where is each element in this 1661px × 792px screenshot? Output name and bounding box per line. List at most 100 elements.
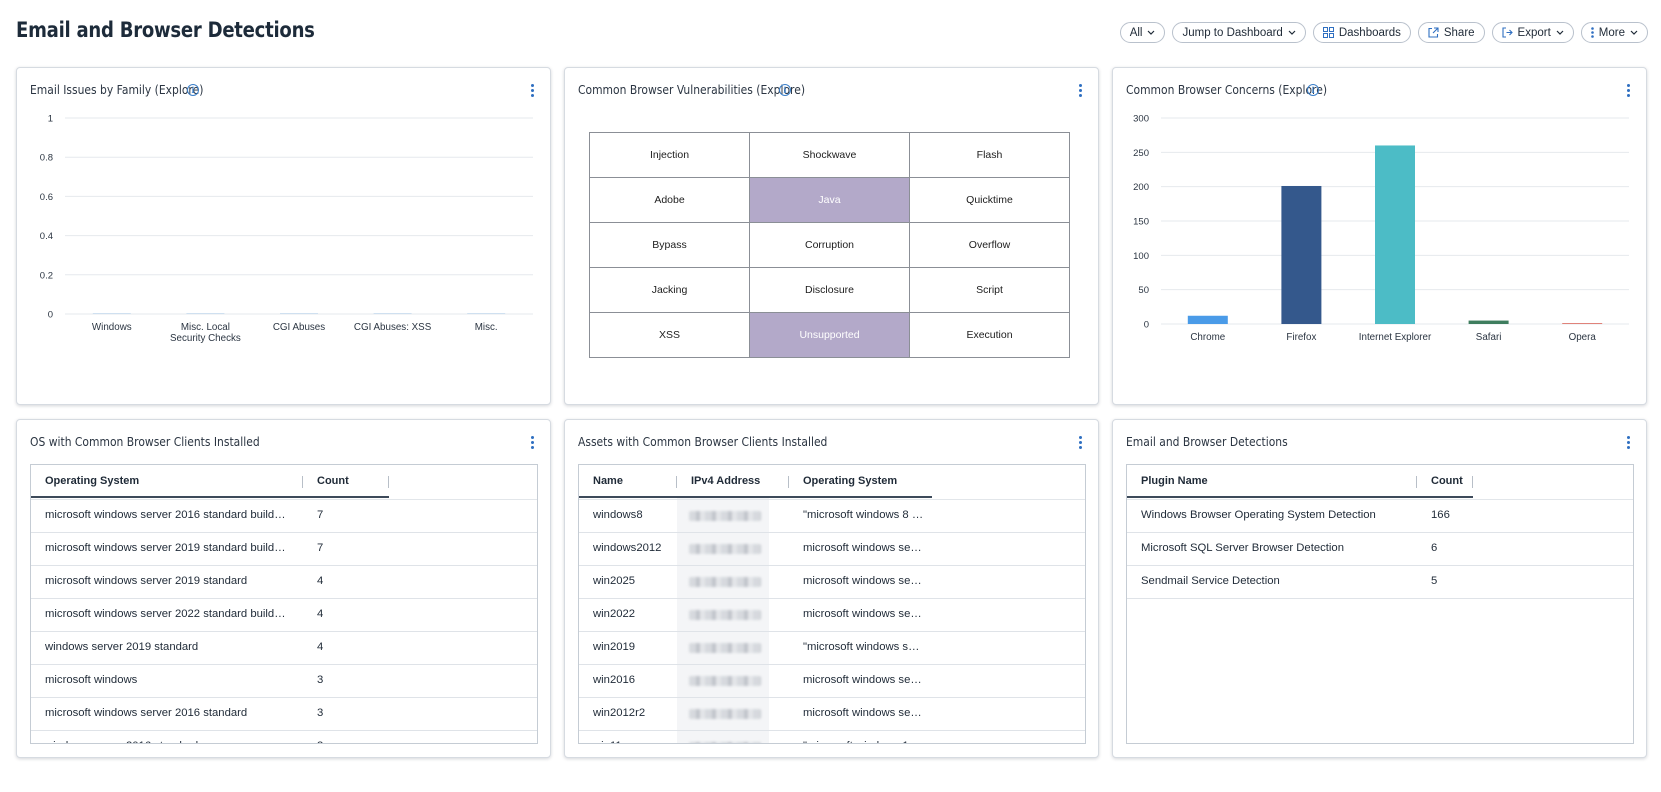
grid-cell-bypass[interactable]: Bypass: [589, 222, 750, 268]
grid-cell-script[interactable]: Script: [909, 267, 1070, 313]
share-button[interactable]: Share: [1417, 22, 1485, 43]
redacted-ip: [689, 610, 761, 620]
bar: [186, 313, 225, 314]
info-icon[interactable]: i: [1307, 84, 1319, 96]
detections-panel: Email and Browser Detections Plugin Name…: [1112, 419, 1647, 758]
grid-cell-unsupported[interactable]: Unsupported: [749, 312, 910, 358]
table-row[interactable]: windows server 2019 standard 4: [31, 632, 537, 665]
share-label: Share: [1443, 26, 1475, 39]
info-icon[interactable]: i: [187, 84, 199, 96]
table-row[interactable]: windows2012 microsoft windows se…: [579, 533, 1085, 566]
info-icon[interactable]: i: [779, 84, 791, 96]
column-header-label: Plugin Name: [1141, 475, 1208, 487]
panel-menu-icon[interactable]: [1627, 84, 1631, 97]
table-header: Plugin Name Count: [1127, 465, 1633, 500]
x-tick-label: Misc.: [475, 322, 498, 333]
x-tick-label: Security Checks: [170, 333, 241, 344]
redacted-ip: [689, 709, 761, 719]
table-row[interactable]: win2019 "microsoft windows s…: [579, 632, 1085, 665]
grid-cell-disclosure[interactable]: Disclosure: [749, 267, 910, 313]
redacted-ip: [689, 577, 761, 587]
count-cell: 3: [303, 731, 383, 743]
count-cell: 4: [317, 641, 324, 653]
grid-cell-flash[interactable]: Flash: [909, 132, 1070, 178]
table-row[interactable]: microsoft windows 3: [31, 665, 537, 698]
bar: [280, 313, 318, 314]
table-row[interactable]: microsoft windows server 2016 standard 3: [31, 698, 537, 731]
column-header-name[interactable]: Name: [579, 465, 677, 498]
os-cell: microsoft windows server 2016 standard: [45, 707, 248, 719]
column-header-count[interactable]: Count: [303, 465, 389, 498]
more-button[interactable]: More: [1580, 22, 1648, 43]
grid-cell-java[interactable]: Java: [749, 177, 910, 223]
table-row[interactable]: win2025 microsoft windows se…: [579, 566, 1085, 599]
table-row[interactable]: win2012r2 microsoft windows se…: [579, 698, 1085, 731]
table-row[interactable]: microsoft windows server 2019 standard 4: [31, 566, 537, 599]
y-tick-label: 100: [1133, 251, 1149, 262]
y-tick-label: 0.2: [40, 270, 53, 281]
panel-title: Assets with Common Browser Clients Insta…: [578, 434, 828, 449]
jump-to-dashboard-label: Jump to Dashboard: [1182, 26, 1283, 39]
x-tick-label: CGI Abuses: [273, 322, 325, 333]
column-header-plugin-name[interactable]: Plugin Name: [1127, 465, 1417, 498]
toolbar: All Jump to Dashboard Dashboards Share E…: [1119, 22, 1648, 43]
x-tick-label: Safari: [1476, 332, 1502, 343]
os-cell: microsoft windows server 2019 standard: [45, 575, 248, 587]
column-header-count[interactable]: Count: [1417, 465, 1473, 498]
column-header-label: Operating System: [45, 475, 140, 487]
bar: [1468, 320, 1509, 324]
name-cell: win2022: [593, 608, 636, 620]
jump-to-dashboard-button[interactable]: Jump to Dashboard: [1172, 22, 1306, 43]
table-row[interactable]: windows8 "microsoft windows 8 …: [579, 500, 1085, 533]
panel-title: Common Browser Concerns (Explore): [1126, 82, 1328, 97]
column-header-label: Operating System: [803, 475, 898, 487]
name-cell: win2016: [593, 674, 636, 686]
grid-cell-xss[interactable]: XSS: [589, 312, 750, 358]
grid-cell-overflow[interactable]: Overflow: [909, 222, 1070, 268]
os-cell: windows server 2016 standard: [31, 731, 287, 743]
panel-menu-icon[interactable]: [1079, 84, 1083, 97]
grid-cell-quicktime[interactable]: Quicktime: [909, 177, 1070, 223]
dashboards-button[interactable]: Dashboards: [1312, 22, 1411, 43]
table-row[interactable]: win2016 microsoft windows se…: [579, 665, 1085, 698]
table-row[interactable]: microsoft windows server 2016 standard b…: [31, 500, 537, 533]
column-header-operating-system[interactable]: Operating System: [31, 465, 303, 498]
grid-cell-shockwave[interactable]: Shockwave: [749, 132, 910, 178]
y-tick-label: 0.8: [40, 153, 53, 164]
table-row[interactable]: Microsoft SQL Server Browser Detection 6: [1127, 533, 1633, 566]
grid-cell-execution[interactable]: Execution: [909, 312, 1070, 358]
column-header-operating-system[interactable]: Operating System: [789, 465, 932, 498]
column-header-label: Name: [593, 475, 623, 487]
panel-menu-icon[interactable]: [1627, 436, 1631, 449]
panel-menu-icon[interactable]: [531, 436, 535, 449]
grid-cell-injection[interactable]: Injection: [589, 132, 750, 178]
filter-all-button[interactable]: All: [1119, 22, 1166, 43]
table-row[interactable]: windows server 2016 standard 3: [31, 731, 537, 743]
x-tick-label: Chrome: [1190, 332, 1225, 343]
bar: [1281, 185, 1322, 324]
browser-concerns-panel: Common Browser Concerns (Explore) i 0 50 1…: [1112, 67, 1647, 405]
export-label: Export: [1517, 26, 1551, 39]
panel-menu-icon[interactable]: [1079, 436, 1083, 449]
table-row[interactable]: win11 "microsoft windows 1…: [579, 731, 1085, 743]
y-tick-label: 300: [1133, 114, 1149, 125]
table-row[interactable]: win2022 microsoft windows se…: [579, 599, 1085, 632]
column-header-ipv4-address[interactable]: IPv4 Address: [677, 465, 789, 498]
grid-cell-jacking[interactable]: Jacking: [589, 267, 750, 313]
chevron-down-icon: [1556, 30, 1564, 35]
y-tick-label: 0.4: [40, 231, 53, 242]
y-tick-label: 50: [1138, 285, 1149, 296]
table-row[interactable]: microsoft windows server 2022 standard b…: [31, 599, 537, 632]
table-row[interactable]: Windows Browser Operating System Detecti…: [1127, 500, 1633, 533]
grid-cell-adobe[interactable]: Adobe: [589, 177, 750, 223]
table-row[interactable]: Sendmail Service Detection 5: [1127, 566, 1633, 599]
table-row[interactable]: microsoft windows server 2019 standard b…: [31, 533, 537, 566]
panel-menu-icon[interactable]: [531, 84, 535, 97]
os-cell: "microsoft windows s…: [803, 641, 920, 653]
export-button[interactable]: Export: [1491, 22, 1574, 43]
table-header: Operating System Count: [31, 465, 537, 500]
os-cell: microsoft windows se…: [803, 575, 922, 587]
panel-title: Common Browser Vulnerabilities (Explore): [578, 82, 806, 97]
bar: [1562, 323, 1603, 324]
grid-cell-corruption[interactable]: Corruption: [749, 222, 910, 268]
